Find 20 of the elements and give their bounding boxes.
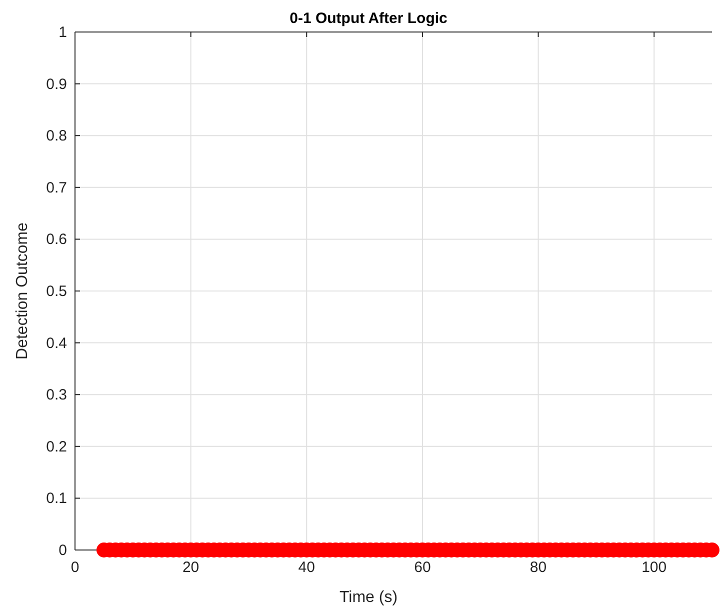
x-tick-label: 60: [414, 559, 431, 576]
y-tick-label: 0.2: [46, 438, 67, 456]
y-tick-label: 0.5: [46, 283, 67, 300]
x-tick-label: 100: [642, 559, 667, 576]
x-tick-label: 40: [298, 559, 315, 576]
y-tick-label: 0.6: [46, 231, 67, 248]
x-axis-title: Time (s): [339, 589, 398, 606]
y-tick-label: 0.4: [46, 334, 67, 352]
y-tick-label: 0: [58, 542, 67, 559]
x-tick-label: 80: [530, 559, 547, 576]
y-tick-label: 0.3: [46, 386, 67, 404]
y-axis-title: Detection Outcome: [14, 222, 31, 360]
y-tick-label: 0.1: [46, 490, 67, 508]
y-tick-label: 1: [58, 24, 67, 41]
y-tick-label: 0.7: [46, 179, 67, 196]
y-tick-label: 0.8: [46, 128, 67, 145]
y-tick-label: 0.9: [46, 76, 67, 93]
x-tick-label: 20: [182, 559, 200, 576]
x-tick-label: 0: [70, 559, 80, 576]
chart-title: 0-1 Output After Logic: [290, 10, 448, 27]
